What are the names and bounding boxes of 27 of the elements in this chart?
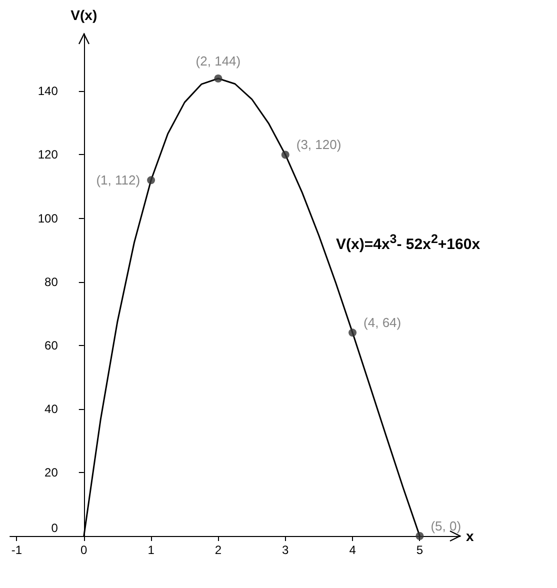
- x-tick-label: -1: [11, 543, 22, 557]
- y-tick-label: 80: [44, 274, 58, 289]
- x-tick-label: 5: [416, 543, 424, 557]
- x-tick-label: 0: [80, 543, 88, 557]
- y-tick-label: 140: [38, 84, 58, 98]
- data-label: (1, 112): [96, 172, 140, 188]
- x-tick-label: 1: [148, 543, 155, 557]
- point: [348, 328, 357, 337]
- x-tick-label: 4: [349, 543, 356, 557]
- y-tick-label: 60: [44, 338, 58, 352]
- data-label: (3, 120): [296, 137, 342, 152]
- x-tick-label: 2: [214, 543, 222, 557]
- y-tick-label: 40: [44, 402, 58, 416]
- data-label: (5, 0): [430, 518, 462, 534]
- y-tick-label: 0: [51, 521, 58, 535]
- annotation: V(x)=4x$^{3}$- 52x$^{2}$+160x: [336, 232, 480, 253]
- x-tick-label: 3: [282, 543, 290, 557]
- point: [147, 176, 156, 184]
- y-tick-label: 100: [38, 211, 58, 226]
- data-label: (2, 144): [196, 53, 241, 68]
- x-axis-title: x: [466, 528, 474, 544]
- point: [214, 74, 222, 82]
- point: [281, 150, 290, 159]
- data-label: (4, 64): [364, 315, 402, 330]
- y-axis-title: V(x): [70, 7, 98, 23]
- y-tick-label: 20: [44, 465, 58, 480]
- y-tick-label: 120: [38, 148, 58, 162]
